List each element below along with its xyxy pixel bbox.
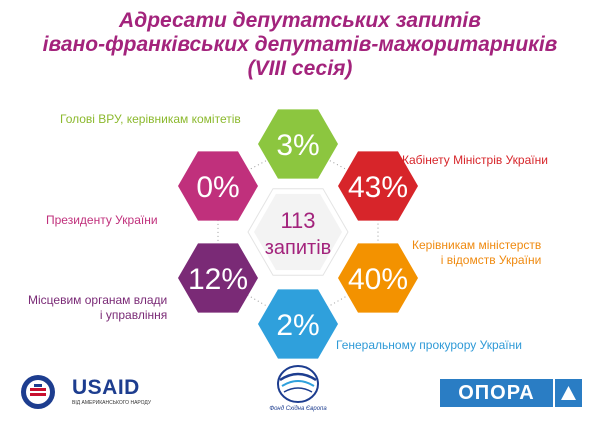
- hexagon-value-4: 12%: [188, 263, 248, 296]
- usaid-seal-icon: [21, 375, 55, 409]
- page-title-line2: івано-франківських депутатів-мажоритарни…: [42, 33, 558, 56]
- hexagon-value-2: 40%: [348, 263, 408, 296]
- label-vru: Голові ВРУ, керівникам комітетів: [60, 112, 241, 126]
- label-prosecutor-general: Генеральному прокурору України: [336, 338, 522, 352]
- hexagon-3: [258, 289, 338, 359]
- hexagon-5: [178, 151, 258, 221]
- label-local-authorities: Місцевим органам влади і управління: [28, 293, 167, 323]
- foundation-name: Фонд Східна Європа: [269, 406, 327, 412]
- label-ministries-line2: і відомств України: [440, 253, 542, 267]
- usaid-tagline: ВІД АМЕРИКАНСЬКОГО НАРОДУ: [72, 400, 152, 406]
- center-hexagon-inner: [254, 193, 342, 271]
- label-local-line1: Місцевим органам влади: [28, 293, 168, 307]
- label-local-line2: і управління: [99, 308, 168, 322]
- label-ministries: Керівникам міністерств і відомств Україн…: [412, 238, 541, 268]
- hexagon-0: [258, 109, 338, 179]
- usaid-wordmark: USAID: [72, 376, 140, 399]
- label-cabinet-ministers: Кабінету Міністрів України: [402, 153, 548, 167]
- label-president: Президенту України: [46, 213, 158, 227]
- hexagon-value-3: 2%: [276, 309, 319, 342]
- hexagon-value-1: 43%: [348, 171, 408, 204]
- opora-triangle-box: [555, 379, 582, 407]
- usaid-logo: USAID ВІД АМЕРИКАНСЬКОГО НАРОДУ: [14, 374, 164, 410]
- hexagon-value-5: 0%: [196, 171, 239, 204]
- triangle-icon: [561, 386, 576, 400]
- hexagon-value-0: 3%: [276, 129, 319, 162]
- opora-wordmark: ОПОРА: [458, 382, 535, 404]
- page-title-line3: (VIII сесія): [247, 57, 353, 80]
- foundation-emblem-icon: [277, 365, 319, 403]
- opora-box: ОПОРА: [440, 379, 553, 407]
- center-count: 113: [280, 208, 315, 233]
- opora-logo: ОПОРА: [440, 379, 582, 407]
- center-label: запитів: [265, 237, 332, 259]
- hexagon-4: [178, 243, 258, 313]
- hexagon-2: [338, 243, 418, 313]
- label-ministries-line1: Керівникам міністерств: [412, 238, 542, 252]
- east-europe-foundation-logo: Фонд Східна Європа: [258, 362, 338, 418]
- page-title-line1: Адресати депутатських запитів: [119, 9, 481, 32]
- hexagon-1: [338, 151, 418, 221]
